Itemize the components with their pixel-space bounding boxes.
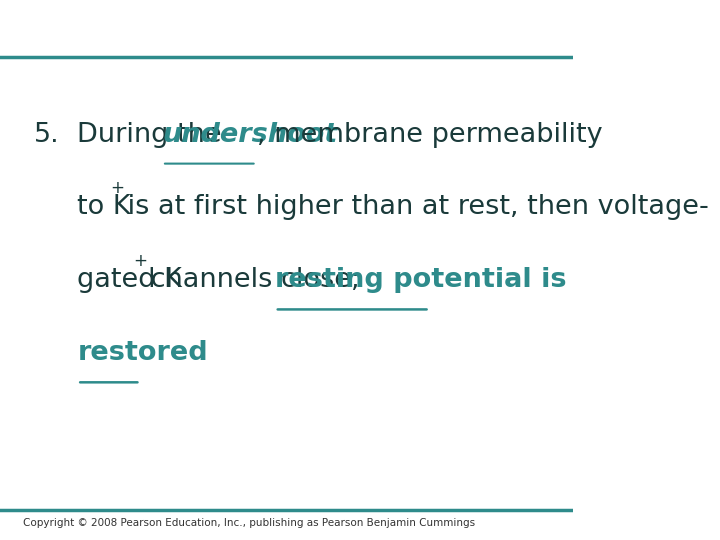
Text: During the: During the — [77, 122, 230, 147]
Text: 5.: 5. — [35, 122, 60, 147]
Text: , membrane permeability: , membrane permeability — [256, 122, 602, 147]
Text: gated K: gated K — [77, 267, 182, 293]
Text: +: + — [133, 252, 147, 270]
Text: +: + — [110, 179, 124, 197]
Text: channels close;: channels close; — [142, 267, 369, 293]
Text: restored: restored — [77, 340, 208, 366]
Text: Copyright © 2008 Pearson Education, Inc., publishing as Pearson Benjamin Cumming: Copyright © 2008 Pearson Education, Inc.… — [23, 518, 475, 528]
Text: resting potential is: resting potential is — [275, 267, 567, 293]
Text: to K: to K — [77, 194, 131, 220]
Text: is at first higher than at rest, then voltage-: is at first higher than at rest, then vo… — [119, 194, 708, 220]
Text: undershoot: undershoot — [162, 122, 337, 147]
